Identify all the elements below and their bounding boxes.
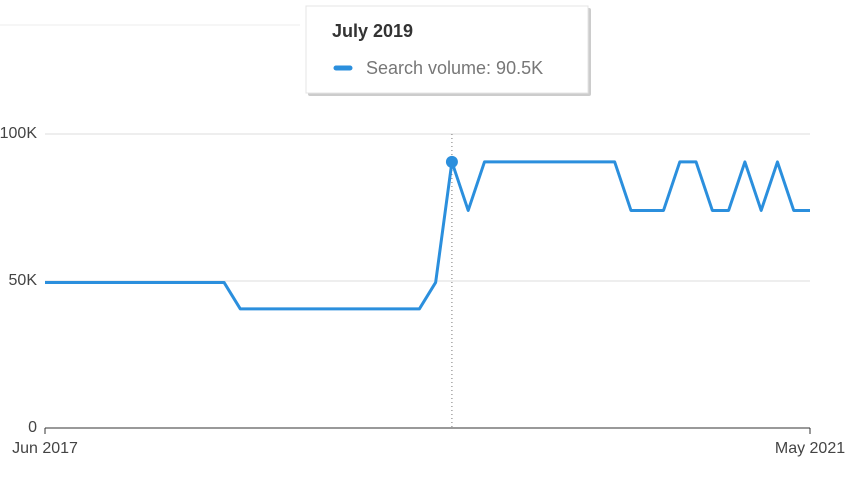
y-tick-label: 50K <box>9 272 38 289</box>
y-tick-label: 0 <box>28 419 37 436</box>
x-tick-label: Jun 2017 <box>12 440 78 457</box>
tooltip-box <box>305 5 589 94</box>
tooltip-title: July 2019 <box>332 21 413 41</box>
hover-point <box>445 155 458 168</box>
tooltip: July 2019 Search volume: 90.5K <box>305 5 591 96</box>
tooltip-label: Search volume: 90.5K <box>366 58 543 78</box>
line <box>45 160 810 311</box>
x-tick-label: May 2021 <box>775 440 845 457</box>
y-tick-label: 100K <box>0 125 37 142</box>
